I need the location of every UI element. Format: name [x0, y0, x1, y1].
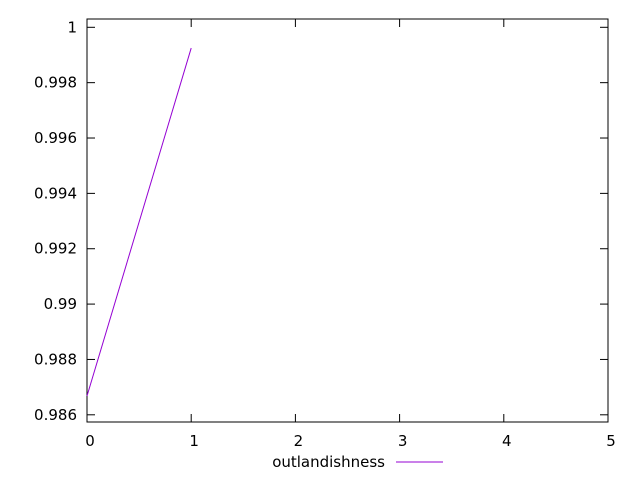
x-tick-label: 2	[294, 432, 304, 450]
axis-ticks	[86, 19, 609, 422]
series-line-outlandishness	[86, 47, 192, 397]
y-tick-label: 0.986	[34, 406, 77, 424]
axis-tick-labels: 0 1 2 3 4 5 0.986 0.988 0.99 0.992 0.994 0.996 0.998…	[34, 18, 616, 450]
x-tick-label: 3	[398, 432, 408, 450]
y-tick-label: 0.988	[34, 350, 77, 368]
legend-label: outlandishness	[272, 453, 385, 471]
y-tick-label: 0.992	[34, 240, 77, 258]
x-tick-label: 5	[606, 432, 616, 450]
series-layer	[86, 47, 192, 397]
legend: outlandishness	[272, 453, 443, 471]
plot-frame	[86, 18, 609, 423]
y-tick-label: 0.99	[44, 295, 77, 313]
x-tick-label: 4	[502, 432, 512, 450]
y-tick-label: 0.994	[34, 184, 77, 202]
y-tick-label: 0.998	[34, 74, 77, 92]
x-tick-label: 1	[189, 432, 199, 450]
y-tick-label: 0.996	[34, 129, 77, 147]
x-tick-label: 0	[85, 432, 95, 450]
y-tick-label: 1	[67, 18, 77, 36]
